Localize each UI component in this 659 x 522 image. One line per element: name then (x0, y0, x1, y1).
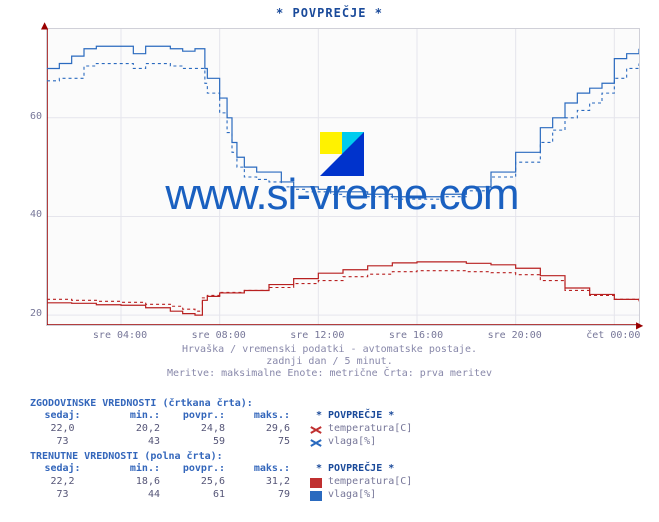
plot-area (46, 28, 640, 326)
subtitle-line2: zadnji dan / 5 minut. (0, 356, 659, 367)
curr-temp-sedaj: 22,2 (30, 476, 95, 487)
curr-temp-povpr: 25,6 (160, 476, 225, 487)
swatch-hum-dashed-icon (310, 438, 322, 448)
hist-hum-min: 43 (95, 436, 160, 447)
curr-temp-maks: 31,2 (225, 476, 290, 487)
swatch-hum-solid-icon (310, 491, 322, 501)
col2-povpr: povpr.: (160, 463, 225, 474)
x-tick-label: čet 00:00 (586, 330, 640, 341)
col-head-row-hist: sedaj: min.: povpr.: maks.: * POVPREČJE … (30, 409, 630, 422)
hist-temp-povpr: 24,8 (160, 423, 225, 434)
x-tick-label: sre 20:00 (488, 330, 542, 341)
legend-heading-hist: * POVPREČJE * (316, 410, 394, 421)
col2-maks: maks.: (225, 463, 290, 474)
curr-hum-maks: 79 (225, 489, 290, 500)
legend-temp-hist: temperatura[C] (328, 423, 412, 434)
x-tick-label: sre 08:00 (192, 330, 246, 341)
hist-hum-povpr: 59 (160, 436, 225, 447)
legend-hum-curr: vlaga[%] (328, 489, 376, 500)
y-tick-label: 60 (22, 111, 42, 122)
y-tick-label: 40 (22, 209, 42, 220)
subtitle-line1: Hrvaška / vremenski podatki - avtomatske… (0, 344, 659, 355)
chart-svg (47, 29, 639, 325)
hist-hum-sedaj: 73 (30, 436, 95, 447)
historical-header: ZGODOVINSKE VREDNOSTI (črtkana črta): (30, 398, 630, 409)
col2-min: min.: (95, 463, 160, 474)
hist-hum-maks: 75 (225, 436, 290, 447)
current-header: TRENUTNE VREDNOSTI (polna črta): (30, 451, 630, 462)
hist-hum-row: 73 43 59 75 vlaga[%] (30, 435, 630, 448)
swatch-temp-solid-icon (310, 478, 322, 488)
x-tick-label: sre 12:00 (290, 330, 344, 341)
col-maks: maks.: (225, 410, 290, 421)
col-head-row-curr: sedaj: min.: povpr.: maks.: * POVPREČJE … (30, 462, 630, 475)
x-axis-arrow: ▶ (636, 318, 643, 332)
legend-heading-curr: * POVPREČJE * (316, 463, 394, 474)
curr-hum-sedaj: 73 (30, 489, 95, 500)
x-tick-label: sre 04:00 (93, 330, 147, 341)
chart-container: * POVPREČJE * www.si-vreme.com www.si-vr… (0, 0, 659, 390)
swatch-temp-dashed-icon (310, 425, 322, 435)
col2-sedaj: sedaj: (30, 463, 95, 474)
col-sedaj: sedaj: (30, 410, 95, 421)
y-tick-label: 20 (22, 308, 42, 319)
y-axis-arrow: ▲ (41, 18, 48, 32)
hist-temp-min: 20,2 (95, 423, 160, 434)
curr-hum-row: 73 44 61 79 vlaga[%] (30, 488, 630, 501)
subtitle-line3: Meritve: maksimalne Enote: metrične Črta… (0, 368, 659, 379)
x-tick-label: sre 16:00 (389, 330, 443, 341)
curr-temp-row: 22,2 18,6 25,6 31,2 temperatura[C] (30, 475, 630, 488)
curr-hum-povpr: 61 (160, 489, 225, 500)
col-min: min.: (95, 410, 160, 421)
hist-temp-sedaj: 22,0 (30, 423, 95, 434)
hist-temp-maks: 29,6 (225, 423, 290, 434)
hist-temp-row: 22,0 20,2 24,8 29,6 temperatura[C] (30, 422, 630, 435)
legend-hum-hist: vlaga[%] (328, 436, 376, 447)
col-povpr: povpr.: (160, 410, 225, 421)
chart-title: * POVPREČJE * (0, 6, 659, 20)
curr-temp-min: 18,6 (95, 476, 160, 487)
curr-hum-min: 44 (95, 489, 160, 500)
data-tables: ZGODOVINSKE VREDNOSTI (črtkana črta): se… (30, 395, 630, 501)
legend-temp-curr: temperatura[C] (328, 476, 412, 487)
